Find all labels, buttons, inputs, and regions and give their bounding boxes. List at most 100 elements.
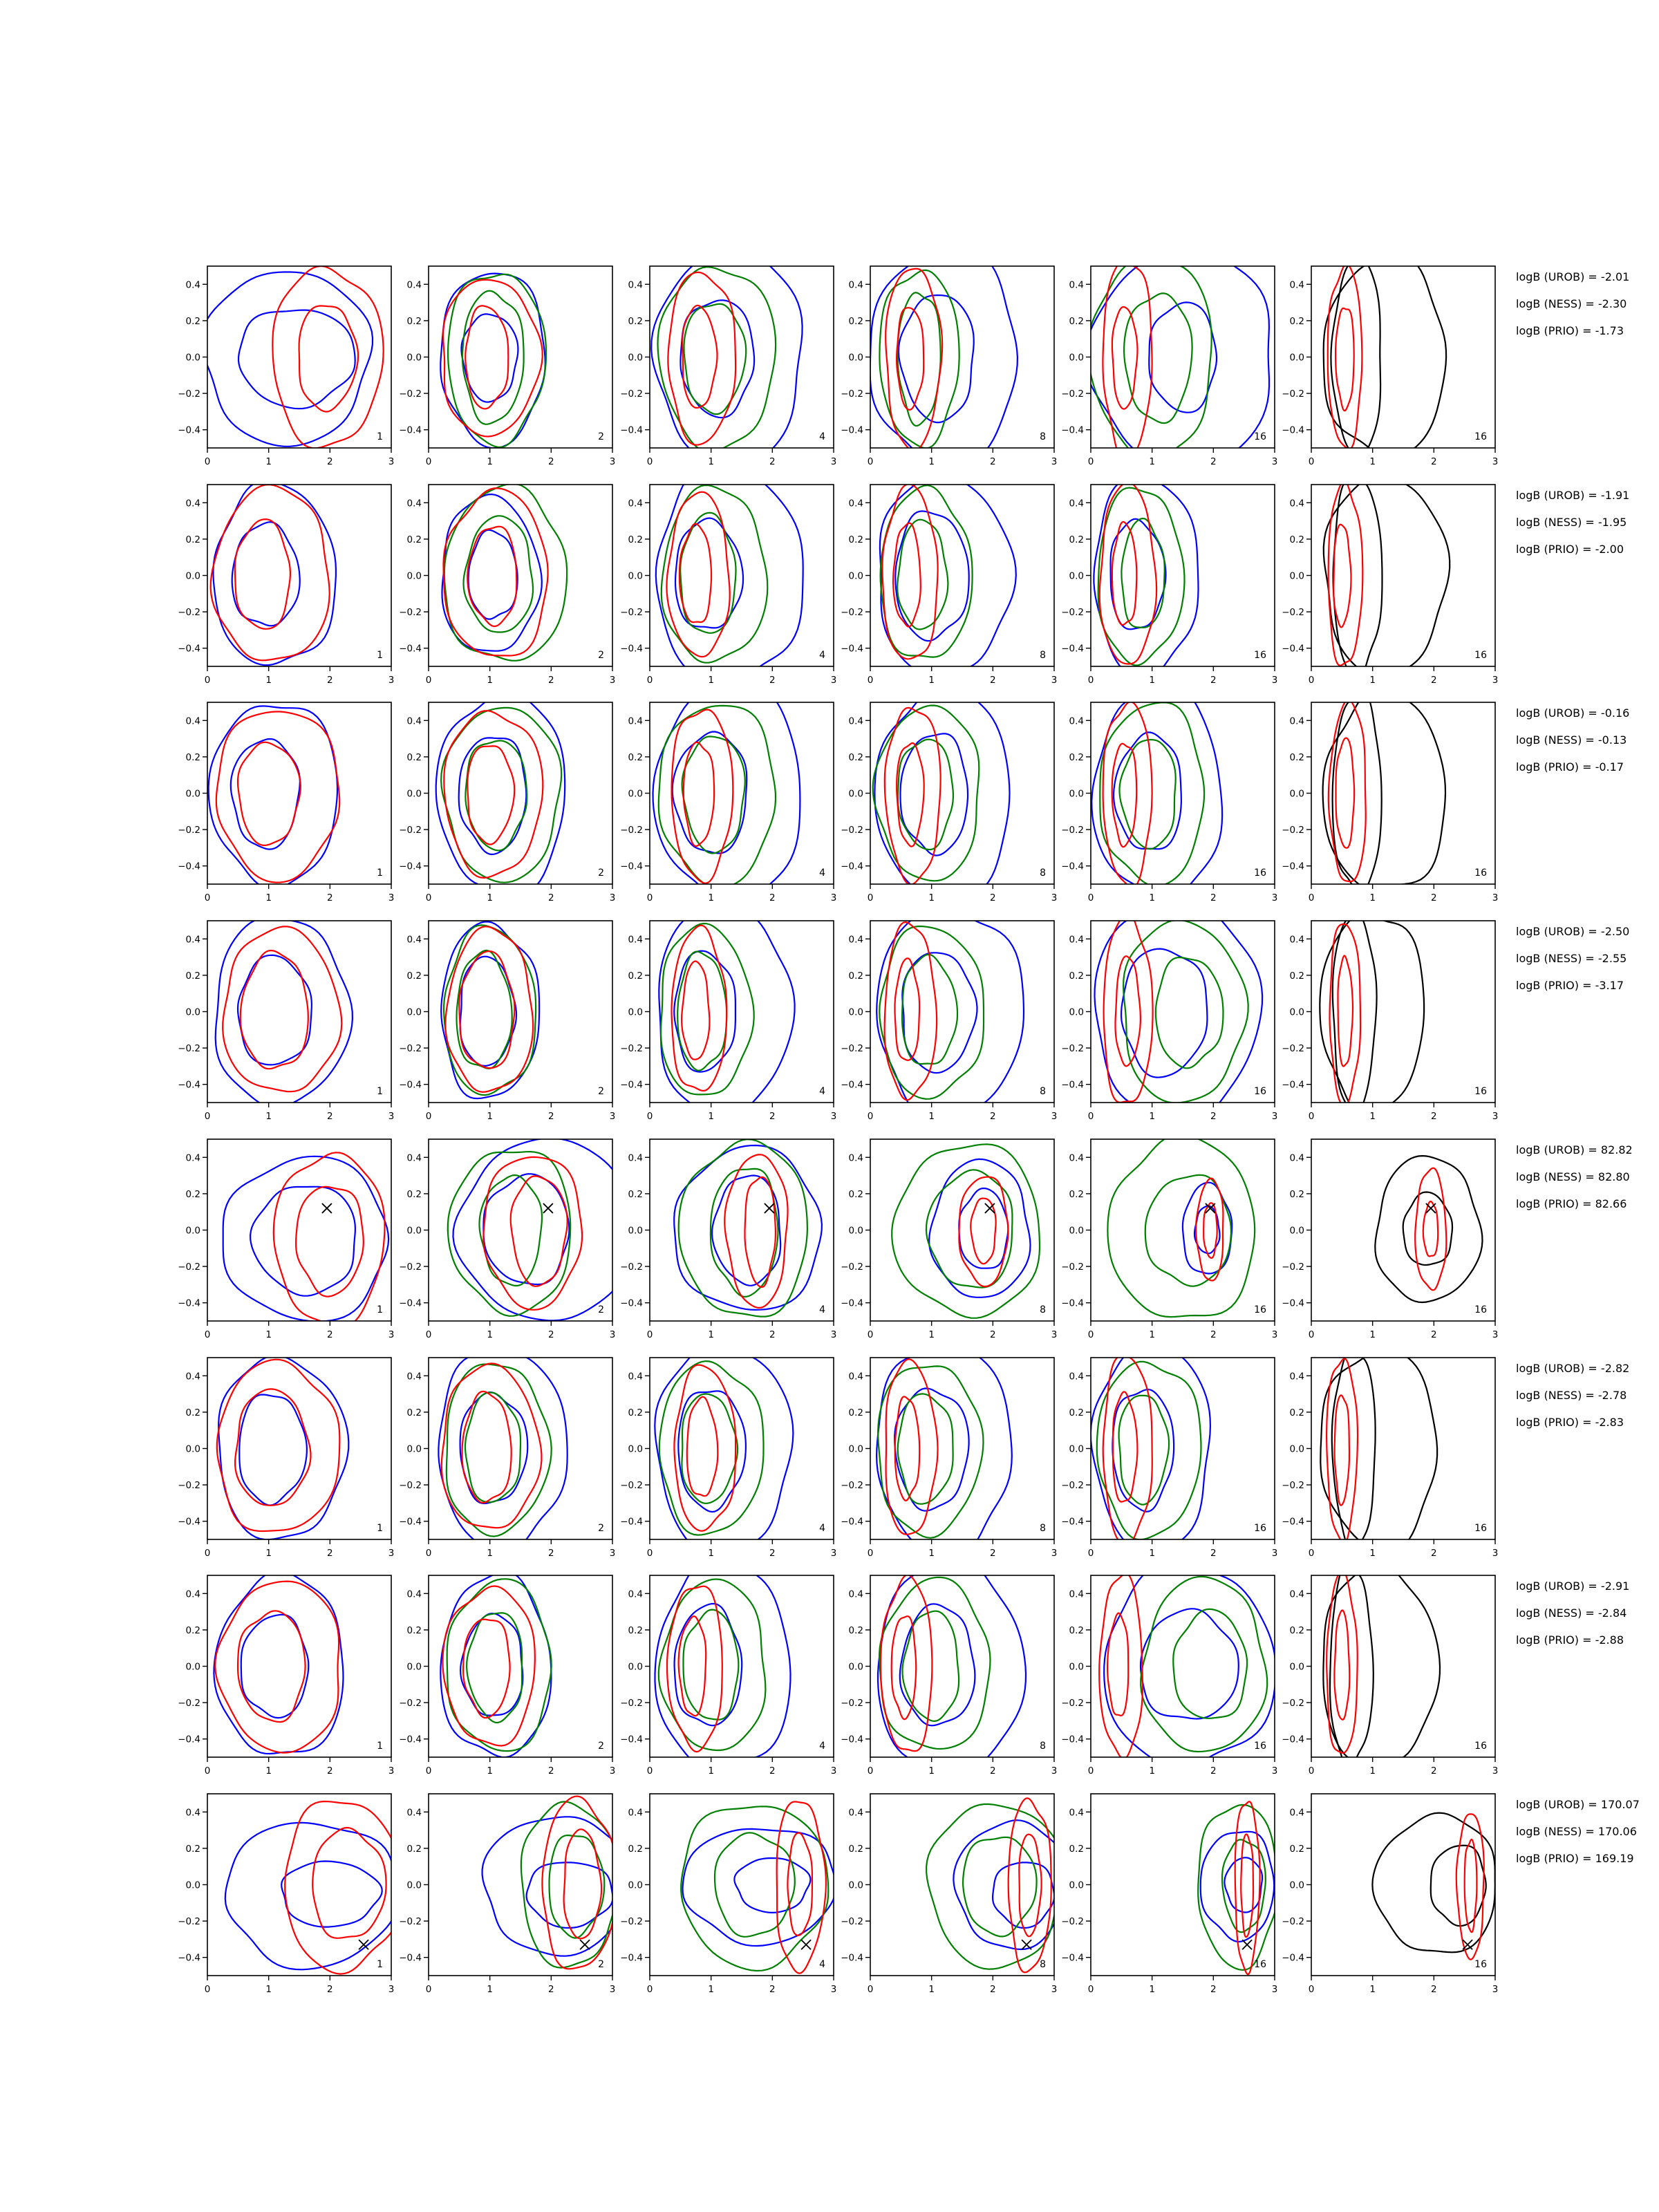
contour-blue <box>1120 948 1208 1078</box>
x-tick-label: 1 <box>1149 1765 1155 1777</box>
x-tick-label: 1 <box>928 892 935 903</box>
y-tick-label: 0.2 <box>628 534 643 545</box>
panel-corner-label: 8 <box>1040 431 1046 442</box>
contour-blue <box>458 737 527 856</box>
y-tick-label: −0.4 <box>1282 1953 1304 1964</box>
contour-lines <box>213 1575 344 1755</box>
y-tick-label: 0.4 <box>407 1152 422 1163</box>
log-bayes-factor-label: logB (PRIO) = -3.17 <box>1516 979 1624 992</box>
y-tick-label: 0.2 <box>1069 1407 1084 1418</box>
contour-green <box>897 518 949 630</box>
y-tick-label: −0.4 <box>841 425 863 436</box>
y-tick-label: −0.2 <box>399 825 422 836</box>
contour-green <box>464 1391 522 1503</box>
contour-green <box>1118 1394 1170 1506</box>
x-tick-label: 3 <box>610 1765 616 1777</box>
y-tick-label: 0.4 <box>1290 1807 1304 1818</box>
y-tick-label: 0.2 <box>628 1844 643 1855</box>
contour-lines <box>1094 921 1264 1103</box>
y-tick-label: 0.2 <box>1290 534 1304 545</box>
contour-green <box>683 303 747 415</box>
log-bayes-factor-label: logB (PRIO) = -2.83 <box>1516 1416 1624 1429</box>
contour-lines <box>1374 1154 1483 1304</box>
contour-red <box>970 1197 997 1265</box>
y-tick-label: −0.4 <box>399 1080 422 1091</box>
y-tick-label: −0.2 <box>178 1043 200 1054</box>
contour-green <box>520 1801 612 1969</box>
y-tick-label: 0.0 <box>1290 1444 1304 1455</box>
y-tick-label: 0.4 <box>628 1807 643 1818</box>
contour-red <box>890 1615 917 1721</box>
y-tick-label: 0.0 <box>407 1007 422 1018</box>
y-tick-label: 0.4 <box>407 934 422 945</box>
x-tick-label: 3 <box>610 1111 616 1122</box>
x-tick-label: 1 <box>1369 1548 1376 1559</box>
y-tick-label: 0.4 <box>628 498 643 509</box>
y-tick-label: 0.0 <box>186 1226 200 1237</box>
x-tick-label: 0 <box>647 1984 653 1995</box>
x-tick-label: 1 <box>1369 675 1376 686</box>
y-tick-label: 0.0 <box>1290 1662 1304 1673</box>
y-tick-label: 0.2 <box>849 1407 863 1418</box>
x-tick-label: 0 <box>647 1548 653 1559</box>
y-tick-label: −0.2 <box>1282 1916 1304 1927</box>
contour-blue <box>249 1185 357 1297</box>
contour-panel: 0 1 2 3 −0.4 −0.2 0.0 0.2 0.4 8 <box>841 484 1057 686</box>
y-tick-label: 0.2 <box>628 1407 643 1418</box>
y-tick-label: 0.4 <box>849 279 863 290</box>
x-tick-label: 0 <box>647 892 653 903</box>
contour-green <box>901 953 959 1065</box>
contour-red <box>666 1585 723 1753</box>
y-tick-label: 0.2 <box>1290 971 1304 982</box>
y-tick-label: 0.0 <box>628 1880 643 1891</box>
panel-corner-label: 2 <box>598 431 604 442</box>
y-tick-label: 0.2 <box>407 1625 422 1636</box>
contour-green <box>1097 487 1185 666</box>
contour-lines <box>1322 266 1447 448</box>
contour-green <box>657 704 777 884</box>
x-tick-label: 0 <box>426 1984 432 1995</box>
contour-green <box>682 1609 740 1721</box>
log-bayes-factor-label: logB (NESS) = -1.95 <box>1516 516 1627 529</box>
y-tick-label: 0.2 <box>407 1189 422 1200</box>
x-tick-label: 3 <box>610 456 616 467</box>
x-tick-label: 1 <box>708 892 714 903</box>
panel-corner-label: 2 <box>598 1959 604 1970</box>
y-tick-label: −0.2 <box>841 1698 863 1709</box>
true-value-marker <box>1241 1939 1253 1950</box>
x-tick-label: 0 <box>868 675 874 686</box>
x-tick-label: 0 <box>205 1548 211 1559</box>
contour-lines <box>222 1152 390 1321</box>
y-tick-label: 0.2 <box>1290 1844 1304 1855</box>
y-tick-label: −0.4 <box>1061 1080 1084 1091</box>
y-tick-label: −0.4 <box>1282 1734 1304 1745</box>
y-tick-label: 0.4 <box>1069 1371 1084 1382</box>
x-tick-label: 1 <box>928 1984 935 1995</box>
panel-frame <box>1311 1575 1496 1758</box>
contour-red <box>440 1362 543 1529</box>
x-tick-label: 1 <box>708 1111 714 1122</box>
contour-red <box>1333 523 1352 628</box>
y-tick-label: −0.4 <box>620 425 643 436</box>
x-tick-label: 3 <box>388 892 395 903</box>
contour-blue <box>1193 1205 1221 1255</box>
y-tick-label: 0.4 <box>1069 279 1084 290</box>
contour-red <box>209 485 330 662</box>
contour-red <box>776 1801 827 1974</box>
contour-blue <box>207 271 374 447</box>
x-tick-label: 3 <box>1051 1765 1058 1777</box>
contour-red <box>673 1364 737 1532</box>
contour-black <box>1319 921 1425 1103</box>
panel-corner-label: 16 <box>1254 1741 1266 1752</box>
y-tick-label: 0.4 <box>407 1371 422 1382</box>
contour-blue <box>894 510 970 642</box>
contour-blue <box>901 952 978 1074</box>
contour-blue <box>711 1174 782 1286</box>
contour-red <box>883 706 941 884</box>
y-tick-label: −0.2 <box>399 388 422 400</box>
contour-red <box>462 1618 511 1719</box>
contour-panel: 0 1 2 3 −0.4 −0.2 0.0 0.2 0.4 16 <box>1061 702 1277 903</box>
x-tick-label: 1 <box>1369 1984 1376 1995</box>
x-tick-label: 1 <box>487 892 493 903</box>
y-tick-label: −0.2 <box>620 1698 643 1709</box>
